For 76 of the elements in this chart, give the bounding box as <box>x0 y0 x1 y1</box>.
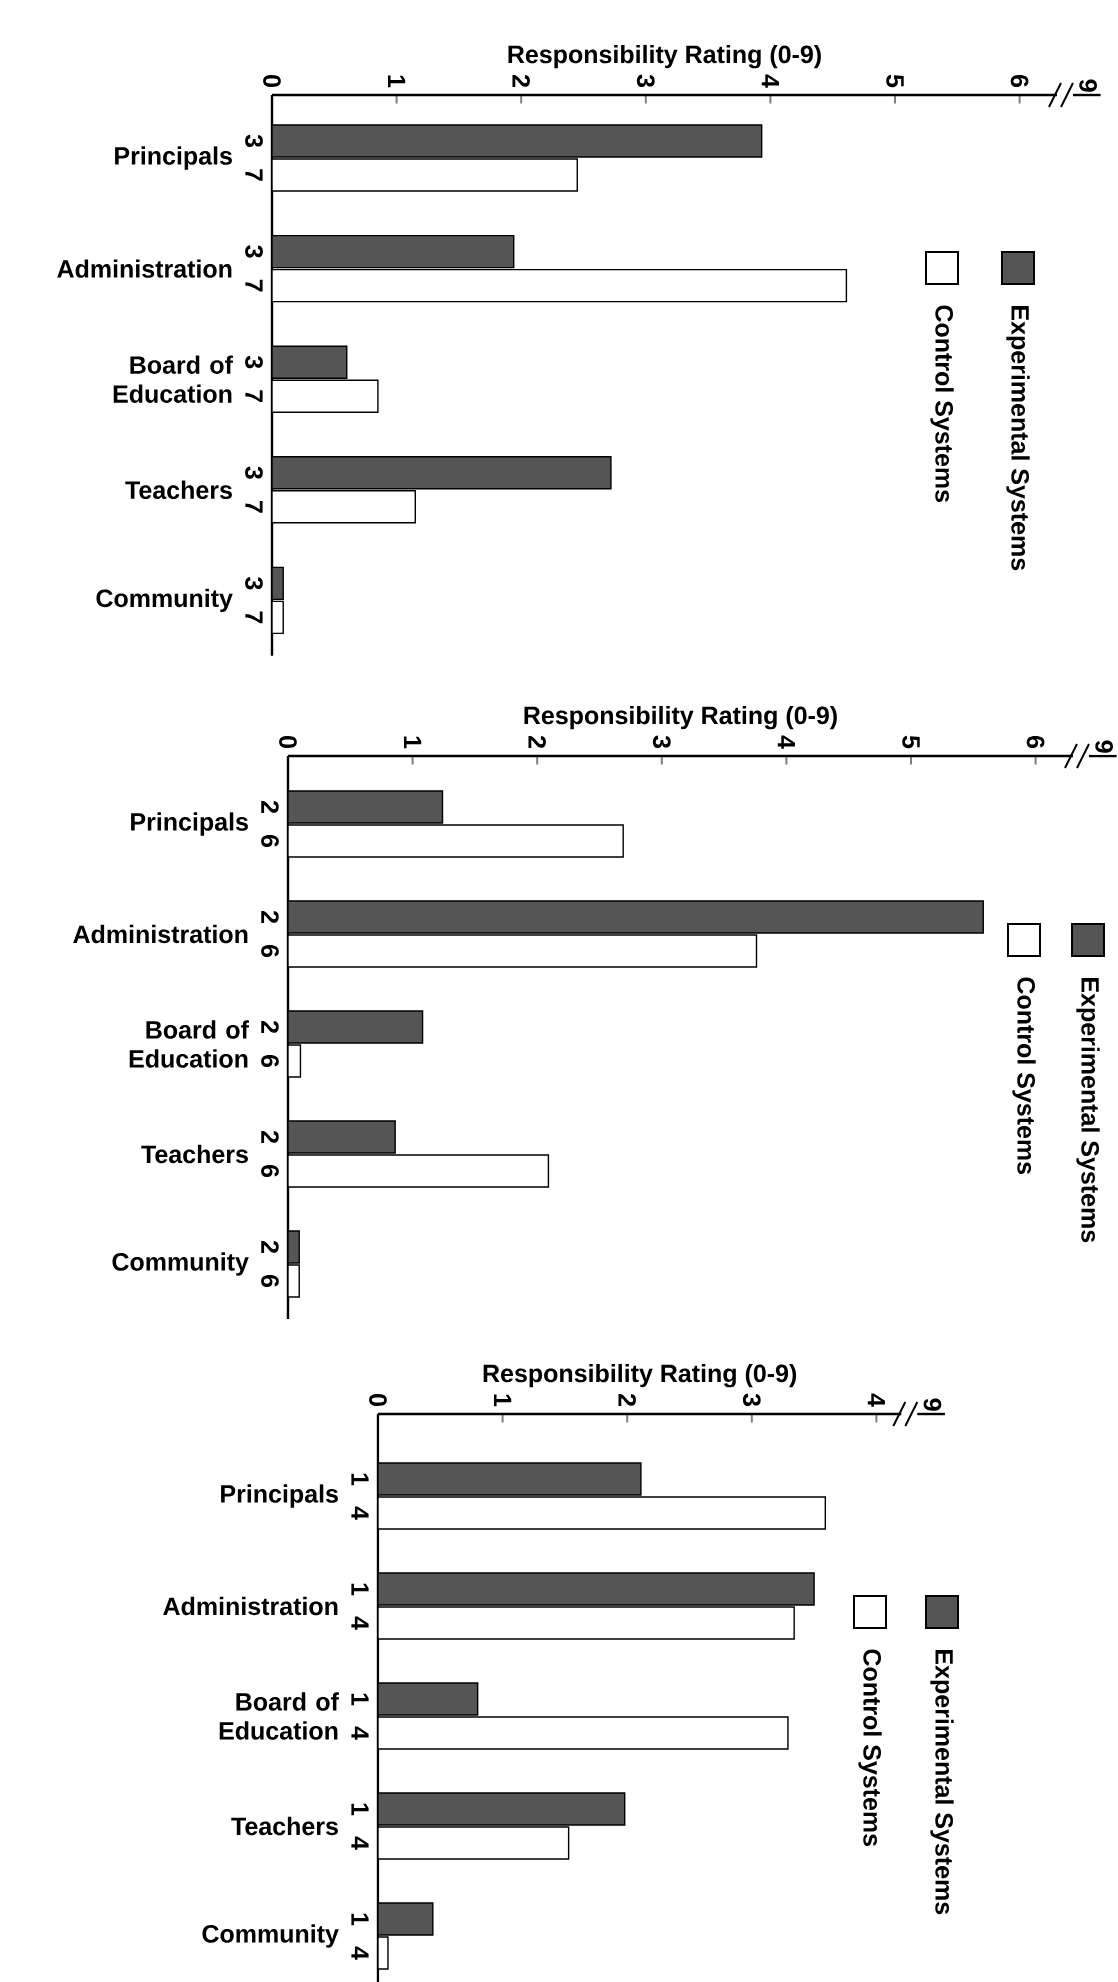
text: 1 <box>351 1803 369 1816</box>
text: 7 <box>245 169 263 181</box>
x-tick-label: 0 <box>279 736 297 748</box>
text: 6 <box>261 1274 279 1288</box>
text: 9 <box>923 1398 942 1411</box>
legend-label: Experimental Systems <box>1076 978 1100 1243</box>
y-tick-label: Board of Education <box>129 1020 249 1068</box>
x-tick-label: 1 <box>388 75 406 88</box>
y-tick-label: Principals <box>131 812 248 836</box>
text: 2 <box>261 1020 279 1033</box>
y-tick-label: Principals <box>115 146 232 170</box>
legend-label: Control Systems <box>858 1649 882 1847</box>
x-tick-label: 4 <box>777 735 795 749</box>
legend-label: Experimental Systems <box>1006 306 1030 571</box>
x-tick-label: 5 <box>886 74 904 88</box>
x-tick-label: 4 <box>761 74 779 88</box>
text: 1 <box>351 1473 369 1486</box>
text: 4 <box>351 1506 369 1520</box>
x-tick-label: 0 <box>263 75 281 87</box>
text: 3 <box>245 466 263 479</box>
x-tick-label: 2 <box>512 74 530 87</box>
y-tick-label: Community <box>202 1924 339 1948</box>
text: 2 <box>261 1240 279 1253</box>
text: 6 <box>261 1164 279 1178</box>
text: 9 <box>1079 79 1097 92</box>
y-tick-label: Community <box>112 1252 249 1276</box>
text: 1 <box>351 1583 369 1596</box>
y-tick-label: Administration <box>163 1596 338 1616</box>
x-axis-title: Responsibility Rating (0-9) <box>524 705 837 730</box>
x-tick-label: 4 <box>867 1393 885 1407</box>
y-tick-label: Board of Education <box>113 355 233 403</box>
x-axis-title: Responsibility Rating (0-9) <box>483 1363 797 1388</box>
x-tick-label: 3 <box>636 74 655 88</box>
x-tick-label: 1 <box>494 1394 512 1407</box>
y-tick-label: Teachers <box>141 1144 248 1164</box>
text: 1 <box>351 1913 369 1926</box>
text: 7 <box>245 611 263 624</box>
x-tick-label: 2 <box>618 1393 636 1406</box>
text: 3 <box>245 577 263 590</box>
text: 2 <box>261 1130 279 1143</box>
text: 1 <box>351 1693 369 1706</box>
text: 3 <box>245 134 263 148</box>
y-tick-label: Board of Education <box>219 1692 339 1740</box>
text: 4 <box>351 1616 369 1630</box>
text: 6 <box>261 944 279 958</box>
x-axis-title: Responsibility Rating (0-9) <box>508 44 821 69</box>
text: 2 <box>261 800 279 813</box>
x-tick-label: 6 <box>1026 735 1045 749</box>
text: 6 <box>261 1054 279 1068</box>
y-tick-label: Administration <box>73 924 248 944</box>
text: 4 <box>351 1836 369 1850</box>
x-tick-label: 0 <box>369 1394 387 1406</box>
text: 3 <box>245 355 263 369</box>
text: 7 <box>245 279 263 292</box>
text: 7 <box>245 500 263 513</box>
x-tick-label: 1 <box>404 736 422 749</box>
y-tick-label: Principals <box>221 1484 338 1508</box>
text: 2 <box>261 910 279 923</box>
x-tick-label: 3 <box>652 735 671 749</box>
text: 4 <box>351 1946 369 1960</box>
x-tick-label: 5 <box>902 735 920 749</box>
y-tick-label: Community <box>96 588 233 613</box>
legend-label: Control Systems <box>1012 977 1036 1175</box>
y-tick-label: Teachers <box>125 480 232 499</box>
text: 4 <box>351 1726 369 1740</box>
y-tick-label: Administration <box>57 259 232 278</box>
text: 6 <box>261 834 279 848</box>
legend-label: Control Systems <box>930 305 954 503</box>
y-tick-label: Teachers <box>231 1816 338 1836</box>
text: 7 <box>245 390 263 403</box>
text: 3 <box>245 245 263 258</box>
legend-label: Experimental Systems <box>930 1650 954 1915</box>
x-tick-label: 3 <box>742 1393 761 1407</box>
text: 9 <box>1095 740 1113 753</box>
x-tick-label: 6 <box>1010 74 1029 88</box>
x-tick-label: 2 <box>528 735 546 748</box>
